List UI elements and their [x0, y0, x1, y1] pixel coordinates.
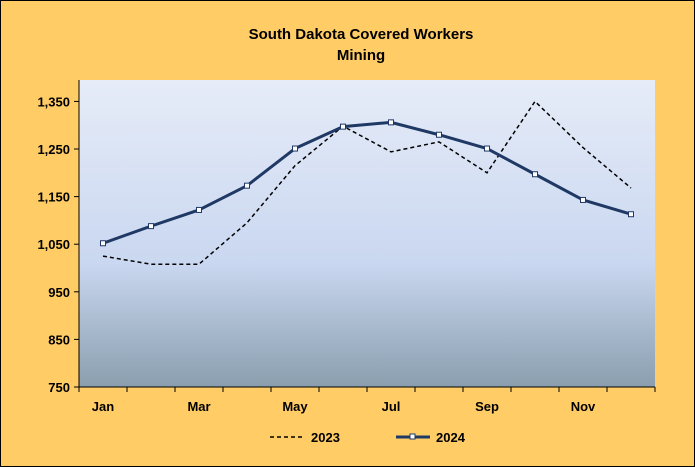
- chart-subtitle: Mining: [337, 47, 385, 64]
- y-tick-label: 1,350: [37, 94, 70, 109]
- series-2024-line: [102, 120, 632, 245]
- series-2024-point: [196, 206, 202, 213]
- legend: 2023 2024: [270, 430, 466, 445]
- series-2024-point: [436, 131, 442, 138]
- y-tick-label: 850: [48, 332, 70, 347]
- legend-2023-label: 2023: [311, 430, 340, 445]
- y-tick-label: 950: [48, 285, 70, 300]
- y-tick-label: 1,250: [37, 142, 70, 157]
- plot-area: [79, 80, 655, 387]
- series-2024-point: [100, 240, 106, 247]
- y-tick-label: 1,050: [37, 237, 70, 252]
- series-2024-point: [340, 123, 346, 130]
- chart-title: South Dakota Covered Workers: [249, 26, 474, 43]
- series-2024-point: [580, 196, 586, 203]
- legend-2024-label: 2024: [436, 430, 466, 445]
- x-tick-label: Jul: [382, 399, 401, 414]
- series-2024-point: [388, 119, 394, 126]
- series-2024-point: [484, 145, 490, 152]
- y-tick-label: 1,150: [37, 190, 70, 205]
- series-2024-point: [628, 211, 634, 218]
- x-tick-label: May: [282, 399, 308, 414]
- y-tick-label: 750: [48, 380, 70, 395]
- series-2023-line: [102, 100, 632, 265]
- series-layer: [100, 100, 634, 265]
- series-2024-point: [292, 145, 298, 152]
- x-axis-ticks: Jan Mar May Jul Sep Nov: [78, 387, 656, 414]
- x-tick-label: Jan: [92, 399, 114, 414]
- legend-2024-marker: [409, 433, 416, 440]
- series-2024-point: [244, 182, 250, 189]
- x-tick-label: Nov: [571, 399, 596, 414]
- x-tick-label: Sep: [475, 399, 499, 414]
- series-2024-point: [148, 223, 154, 230]
- y-axis-ticks: 750 850 950 1,050 1,150 1,250 1,350: [37, 94, 79, 395]
- series-2024-point: [532, 171, 538, 178]
- x-tick-label: Mar: [187, 399, 210, 414]
